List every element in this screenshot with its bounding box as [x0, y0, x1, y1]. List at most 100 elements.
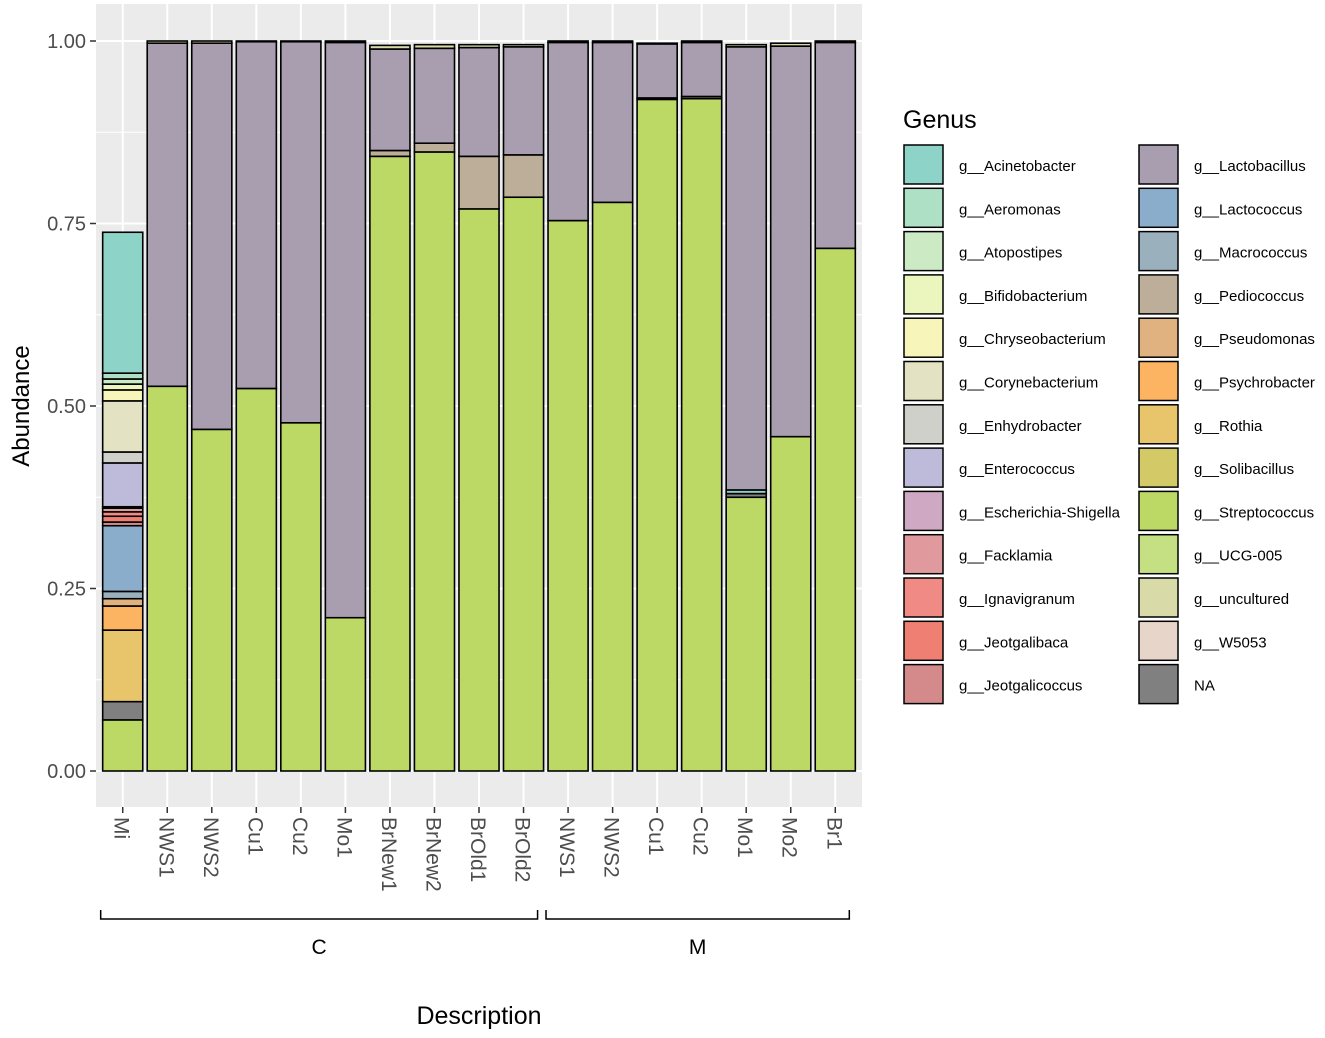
legend-key [903, 404, 944, 445]
legend-label: g__Streptococcus [1194, 504, 1314, 521]
bar-segment [502, 43, 545, 48]
bar-segment [547, 41, 589, 222]
bar-segment [235, 40, 278, 390]
bar-segment [591, 41, 634, 204]
bar-segment [146, 40, 189, 44]
bar-segment [502, 46, 545, 156]
bar-segment [324, 40, 367, 44]
legend-key [1138, 360, 1179, 402]
legend-key [1138, 620, 1179, 662]
legend-label: g__Atopostipes [959, 245, 1062, 262]
bar-segment [680, 40, 723, 44]
legend-label: g__Facklamia [959, 548, 1053, 565]
bar-segment [324, 41, 367, 619]
y-tick-label: 0.00 [47, 761, 86, 783]
bar-segment [369, 44, 411, 50]
bar-segment [235, 40, 278, 43]
legend-key [1138, 230, 1179, 272]
bar-segment [769, 435, 812, 772]
bar-segment [547, 219, 589, 772]
legend-title: Genus [903, 106, 977, 134]
x-tick-label: BrNew1 [377, 817, 400, 892]
legend-label: g__Psychrobacter [1194, 375, 1315, 392]
legend-key [1138, 404, 1179, 445]
x-tick-label: BrOld2 [511, 817, 534, 882]
x-tick-label: BrOld1 [466, 817, 489, 882]
x-tick-label: NWS2 [600, 817, 623, 878]
legend-key [1138, 274, 1179, 315]
legend-label: NA [1194, 678, 1215, 695]
legend-label: g__Ignavigranum [959, 591, 1075, 608]
bar-segment [101, 524, 144, 593]
y-tick-label: 1.00 [47, 31, 86, 53]
legend-label: g__Aeromonas [959, 201, 1061, 218]
legend-label: g__Corynebacterium [959, 375, 1098, 392]
bar-segment [101, 372, 144, 380]
bar-segment [591, 40, 634, 44]
bar-segment [725, 43, 768, 48]
bar-segment [101, 451, 144, 464]
bar-segment [725, 46, 768, 491]
legend-key [903, 230, 944, 272]
x-axis-title: Description [416, 1002, 541, 1030]
bar-segment [814, 40, 857, 44]
legend: Genus g__Acinetobacter g__Aeromonas g__Atop… [903, 106, 1315, 705]
bar-segment [280, 40, 322, 424]
bar-segment [101, 719, 144, 772]
legend-key [1138, 187, 1179, 229]
bar-segment [369, 149, 411, 158]
legend-key [903, 317, 944, 358]
bar-segment [725, 496, 768, 772]
bar-segment [680, 97, 723, 772]
legend-label: g__Pediococcus [1194, 288, 1304, 305]
bar-segment [814, 41, 857, 250]
bar-segment [458, 43, 500, 49]
bar-segment [680, 41, 723, 98]
bar-segment [636, 42, 678, 45]
x-tick-label: Cu1 [243, 817, 266, 856]
legend-key [1138, 577, 1179, 618]
legend-label: g__uncultured [1194, 591, 1289, 608]
legend-key [1138, 533, 1179, 575]
legend-label: g__Pseudomonas [1194, 331, 1315, 348]
x-tick-label: Cu2 [288, 817, 311, 856]
legend-key [903, 144, 944, 185]
legend-label: g__Lactococcus [1194, 201, 1302, 218]
y-axis-title: Abundance [8, 345, 35, 466]
bar-segment [413, 142, 456, 153]
legend-label: g__UCG-005 [1194, 548, 1282, 565]
bar-segment [547, 40, 589, 44]
x-tick-label: Mo2 [778, 817, 801, 858]
x-tick-label: NWS2 [199, 817, 222, 878]
x-tick-label: Mi [110, 817, 133, 839]
y-tick-label: 0.50 [47, 396, 86, 418]
legend-label: g__Jeotgalibaca [959, 634, 1069, 651]
bar-segment [101, 462, 144, 508]
bar-segment [101, 605, 144, 631]
bar-segment [280, 40, 322, 43]
bar-segment [101, 515, 144, 523]
legend-key [1138, 317, 1179, 358]
bar-segment [769, 42, 812, 47]
bar-segment [369, 155, 411, 772]
y-tick-label: 0.75 [47, 214, 86, 236]
bar-segment [502, 196, 545, 772]
bar-segment [101, 590, 144, 600]
legend-label: g__Enhydrobacter [959, 418, 1082, 435]
legend-key [1138, 144, 1179, 185]
bar-segment [101, 400, 144, 453]
x-axis: Mi NWS1 NWS2 Cu1 Cu2 Mo1 BrNew1 BrNew2 BrOld1 BrO… [110, 807, 845, 892]
bar-segment [324, 616, 367, 772]
bar-segment [413, 43, 456, 50]
legend-label: g__Rothia [1194, 418, 1263, 435]
bar-segment [101, 597, 144, 607]
legend-label: g__Chryseobacterium [959, 331, 1106, 348]
legend-label: g__Bifidobacterium [959, 288, 1087, 305]
bar-segment [190, 428, 233, 772]
legend-key [903, 360, 944, 402]
bars [101, 40, 857, 772]
bar-segment [369, 48, 411, 152]
bar-segment [814, 247, 857, 772]
bar-segment [636, 98, 678, 772]
